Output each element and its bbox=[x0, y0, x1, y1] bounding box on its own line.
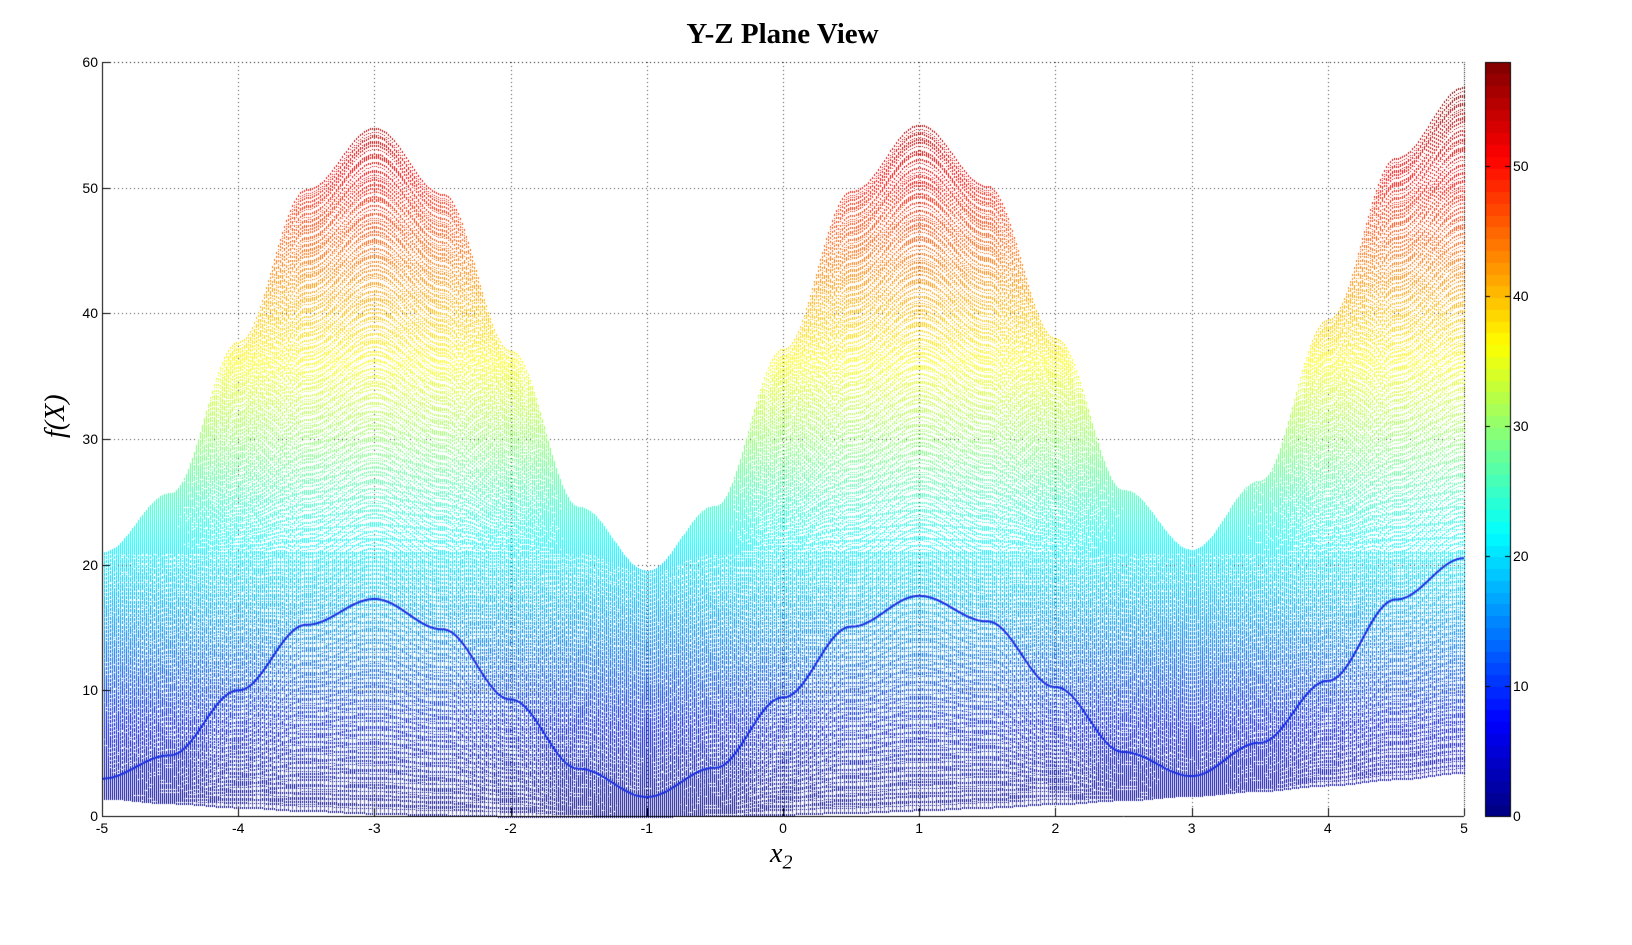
y-tick-label: 40 bbox=[82, 305, 98, 322]
y-tick-label: 30 bbox=[82, 431, 98, 447]
x-tick-label: 4 bbox=[1323, 820, 1332, 836]
colorbar-tick-label: 0 bbox=[1513, 808, 1521, 824]
colorbar-tick-label: 30 bbox=[1513, 418, 1529, 434]
x-tick-label: 3 bbox=[1187, 820, 1196, 836]
colorbar-tick-label: 20 bbox=[1513, 548, 1529, 564]
x-tick-label: 5 bbox=[1460, 820, 1468, 836]
y-tick-label: 50 bbox=[82, 179, 98, 196]
x-tick-label: -2 bbox=[504, 820, 517, 836]
y-tick-label: 10 bbox=[82, 682, 98, 699]
x-tick-label: 2 bbox=[1051, 820, 1060, 836]
x-tick-label: -1 bbox=[640, 820, 654, 836]
colorbar-tick-label: 10 bbox=[1513, 678, 1529, 694]
x-tick-label: -4 bbox=[231, 820, 245, 836]
y-tick-label: 20 bbox=[82, 556, 98, 573]
y-tick-label: 0 bbox=[90, 808, 98, 824]
y-tick-label: 60 bbox=[82, 54, 98, 70]
colorbar-tick-label: 50 bbox=[1513, 158, 1529, 174]
colorbar-tick-label: 40 bbox=[1513, 288, 1529, 304]
x-tick-label: -5 bbox=[95, 820, 109, 836]
x-axis-label: x2 bbox=[770, 838, 793, 874]
x-tick-label: -3 bbox=[368, 820, 381, 836]
chart-title: Y-Z Plane View bbox=[686, 18, 879, 50]
x-tick-label: 0 bbox=[779, 820, 787, 836]
x-tick-label: 1 bbox=[915, 820, 924, 836]
